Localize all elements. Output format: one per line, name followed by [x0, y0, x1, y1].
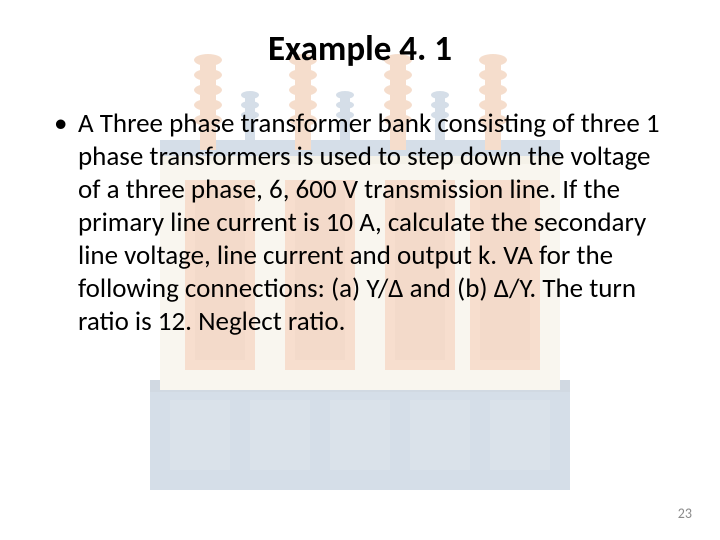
slide-title: Example 4. 1: [50, 28, 670, 70]
page-number: 23: [678, 505, 692, 522]
slide-container: Example 4. 1 A Three phase transformer b…: [0, 0, 720, 540]
bullet-item: A Three phase transformer bank consistin…: [50, 108, 670, 339]
bullet-list: A Three phase transformer bank consistin…: [50, 108, 670, 339]
